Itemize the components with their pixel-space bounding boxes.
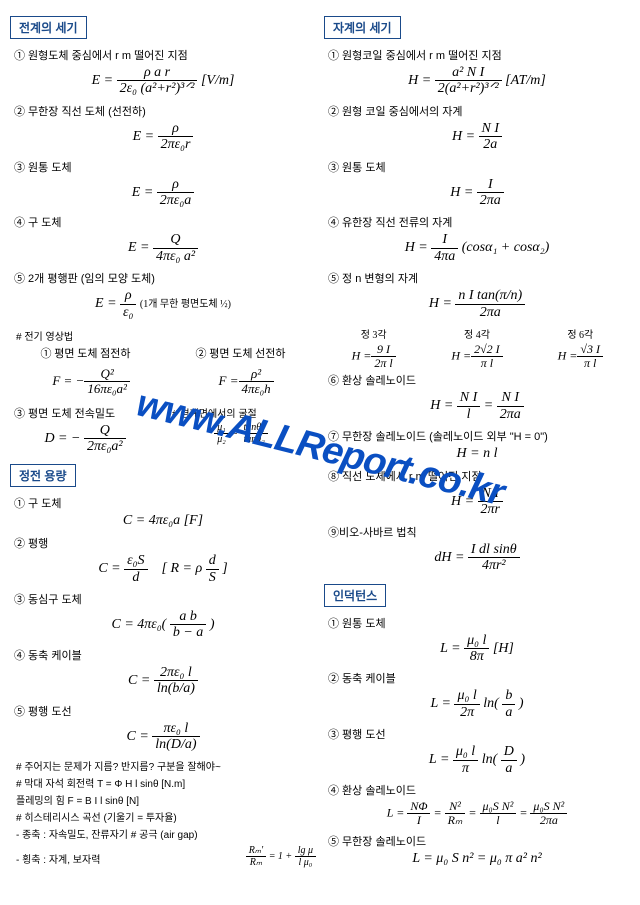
item: ⑤ 2개 평행판 (임의 모양 도체)	[14, 270, 316, 286]
formula: dH = I dl sinθ4πr²	[324, 542, 630, 574]
formula: E = ρε₀ (1개 무한 평면도체 ½)	[10, 288, 316, 320]
formula: C = 4πε₀( a bb − a )	[10, 609, 316, 641]
item: ⑤ 평행 도선	[14, 703, 316, 719]
formula: L = μ₀ S n² = μ₀ π a² n²	[324, 851, 630, 867]
subhead: # 경계면에서의 굴절	[172, 405, 316, 420]
polygon-row: 정 3각 정 4각 정 6각	[324, 326, 630, 341]
item: ② 평행	[14, 535, 316, 551]
formula: H = I4πa (cosα₁ + cosα₂)	[324, 232, 630, 264]
note: - 종축 : 자속밀도, 잔류자기 # 공극 (air gap)	[16, 826, 316, 841]
item: ③ 원통 도체	[328, 159, 630, 175]
item: ④ 구 도체	[14, 214, 316, 230]
formula: E = ρ a r2ε₀ (a²+r²)³ᐟ² [V/m]	[10, 65, 316, 97]
formula-row: F = −Q²16πε₀a² F =ρ²4πε₀h	[10, 367, 316, 397]
item: ⑨비오-사바르 법칙	[328, 524, 630, 540]
item: ③ 원통 도체	[14, 159, 316, 175]
item: ④ 동축 케이블	[14, 647, 316, 663]
note: # 주어지는 문제가 지름? 반지름? 구분을 잘해야~	[16, 758, 316, 773]
note: 플레밍의 힘 F = B I l sinθ [N]	[16, 792, 316, 807]
sec-title-ind: 인덕턴스	[324, 584, 386, 607]
formula: C = 2πε₀ lln(b/a)	[10, 665, 316, 697]
item: ① 구 도체	[14, 495, 316, 511]
note: - 횡축 : 자계, 보자력	[16, 851, 236, 866]
formula: μ₁μ₂ = tanθ₁tanθ₂	[166, 422, 316, 445]
formula: E = Q4πε₀ a²	[10, 232, 316, 264]
item: ③ 평행 도선	[328, 726, 630, 742]
item: ④ 유한장 직선 전류의 자계	[328, 214, 630, 230]
formula: E = ρ2πε₀r	[10, 121, 316, 153]
note: # 히스테리시스 곡선 (기울기 = 투자율)	[16, 809, 316, 824]
left-column: 전계의 세기 ① 원형도체 중심에서 r m 떨어진 지점 E = ρ a r2…	[10, 12, 316, 874]
sec-title-hfield: 자계의 세기	[324, 16, 401, 39]
formula: C = ε₀Sd [ R = ρ dS ]	[10, 553, 316, 585]
item: ⑥ 환상 솔레노이드	[328, 372, 630, 388]
formula: L = μ₀ l2π ln( ba )	[324, 688, 630, 720]
formula: H = N Il = N I2πa	[324, 390, 630, 422]
subhead: # 전기 영상법	[16, 328, 316, 343]
formula: E = ρ2πε₀a	[10, 177, 316, 209]
item: ③ 동심구 도체	[14, 591, 316, 607]
formula: Rₘ'Rₘ = 1 + lg μl μ₀	[246, 845, 316, 868]
item: ② 원형 코일 중심에서의 자계	[328, 103, 630, 119]
item: ① 원통 도체	[328, 615, 630, 631]
item: ⑧ 직선 도체에서 r m 떨어진 지점	[328, 468, 630, 484]
item: ③ 평면 도체 전속밀도	[14, 405, 160, 421]
item: ⑤ 무한장 솔레노이드	[328, 833, 630, 849]
sec-title-cap: 정전 용량	[10, 464, 76, 487]
formula: H = a² N I2(a²+r²)³ᐟ² [AT/m]	[324, 65, 630, 97]
item: ⑦ 무한장 솔레노이드 (솔레노이드 외부 "H = 0")	[328, 428, 630, 444]
item: ② 동축 케이블	[328, 670, 630, 686]
formula: L = μ₀ lπ ln( Da )	[324, 744, 630, 776]
formula: H = n l	[324, 446, 630, 462]
sec-title-efield: 전계의 세기	[10, 16, 87, 39]
row: ① 평면 도체 점전하 ② 평면 도체 선전하	[10, 345, 316, 361]
formula: H = N I2πr	[324, 486, 630, 518]
item: ① 원형도체 중심에서 r m 떨어진 지점	[14, 47, 316, 63]
item: ① 원형코일 중심에서 r m 떨어진 지점	[328, 47, 630, 63]
formula: L = μ₀ l8π [H]	[324, 633, 630, 665]
formula: H = N I2a	[324, 121, 630, 153]
formula: H = n I tan(π/n)2πa	[324, 288, 630, 320]
formula: D = − Q2πε₀a²	[10, 423, 160, 455]
formula: C = πε₀ lln(D/a)	[10, 721, 316, 753]
polygon-formulas: H =9 I2π l H =2√2 Iπ l H =√3 Iπ l	[324, 343, 630, 370]
note: # 막대 자석 회전력 T = Φ H l sinθ [N.m]	[16, 775, 316, 790]
formula: H = I2πa	[324, 177, 630, 209]
formula: L = NΦI = N²Rₘ = μ₀S N²l = μ₀S N²2πa	[324, 800, 630, 827]
item: ④ 환상 솔레노이드	[328, 782, 630, 798]
item: ⑤ 정 n 변형의 자계	[328, 270, 630, 286]
item: ② 무한장 직선 도체 (선전하)	[14, 103, 316, 119]
formula: C = 4πε₀a [F]	[10, 513, 316, 529]
right-column: 자계의 세기 ① 원형코일 중심에서 r m 떨어진 지점 H = a² N I…	[324, 12, 630, 874]
